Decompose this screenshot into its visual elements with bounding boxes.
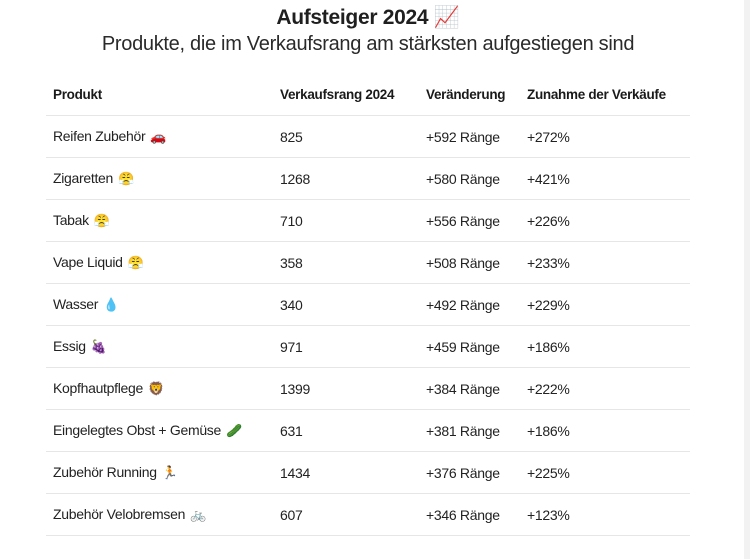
increase-cell: +229% (527, 296, 570, 313)
product-name: Kopfhautpflege (53, 380, 143, 396)
product-name: Tabak (53, 212, 89, 228)
table-row: Wasser 💧 340 +492 Ränge +229% (46, 284, 690, 326)
increase-cell: +225% (527, 464, 570, 481)
change-cell: +346 Ränge (426, 506, 500, 523)
product-cell: Eingelegtes Obst + Gemüse 🥒 (46, 422, 274, 439)
product-cell: Tabak 😤 (46, 212, 274, 229)
increase-cell: +222% (527, 380, 570, 397)
ranking-table: Produkt Verkaufsrang 2024 Veränderung Zu… (46, 73, 690, 536)
rank-cell: 340 (280, 296, 303, 313)
product-name: Zubehör Running (53, 464, 157, 480)
table-row: Zubehör Velobremsen 🚲 607 +346 Ränge +123% (46, 494, 690, 536)
page-title: Aufsteiger 2024 📈 (0, 6, 736, 30)
product-cell: Essig 🍇 (46, 338, 274, 355)
change-cell: +492 Ränge (426, 296, 500, 313)
table-row: Kopfhautpflege 🦁 1399 +384 Ränge +222% (46, 368, 690, 410)
header-increase: Zunahme der Verkäufe (527, 86, 666, 102)
product-emoji-icon: 😤 (93, 213, 110, 228)
rank-cell: 971 (280, 338, 303, 355)
product-cell: Wasser 💧 (46, 296, 274, 313)
product-emoji-icon: 🚲 (190, 507, 206, 522)
change-cell: +592 Ränge (426, 128, 500, 145)
change-cell: +384 Ränge (426, 380, 500, 397)
header-product: Produkt (53, 86, 102, 102)
change-cell: +580 Ränge (426, 170, 500, 187)
product-emoji-icon: 🍇 (90, 339, 107, 354)
change-cell: +556 Ränge (426, 212, 500, 229)
increase-cell: +272% (527, 128, 570, 145)
rank-cell: 631 (280, 422, 303, 439)
product-cell: Zigaretten 😤 (46, 170, 274, 187)
product-emoji-icon: 🏃 (161, 465, 178, 480)
table-row: Zubehör Running 🏃 1434 +376 Ränge +225% (46, 452, 690, 494)
change-cell: +459 Ränge (426, 338, 500, 355)
product-emoji-icon: 😤 (118, 171, 134, 186)
table-body: Reifen Zubehör 🚗 825 +592 Ränge +272% Zigaret… (46, 116, 690, 536)
rank-cell: 607 (280, 506, 303, 523)
table-header-row: Produkt Verkaufsrang 2024 Veränderung Zu… (46, 73, 690, 116)
change-cell: +508 Ränge (426, 254, 500, 271)
product-name: Reifen Zubehör (53, 128, 146, 144)
product-emoji-icon: 🦁 (148, 381, 164, 396)
table-row: Reifen Zubehör 🚗 825 +592 Ränge +272% (46, 116, 690, 158)
rank-cell: 825 (280, 128, 303, 145)
rank-cell: 358 (280, 254, 303, 271)
increase-cell: +233% (527, 254, 570, 271)
change-cell: +376 Ränge (426, 464, 500, 481)
title-text: Aufsteiger 2024 (276, 6, 429, 29)
product-name: Wasser (53, 296, 99, 312)
product-cell: Kopfhautpflege 🦁 (46, 380, 274, 397)
increase-cell: +186% (527, 422, 570, 439)
product-cell: Zubehör Running 🏃 (46, 464, 274, 481)
product-emoji-icon: 💧 (103, 297, 120, 312)
table-row: Eingelegtes Obst + Gemüse 🥒 631 +381 Ränge +… (46, 410, 690, 452)
table-row: Essig 🍇 971 +459 Ränge +186% (46, 326, 690, 368)
rank-cell: 1434 (280, 464, 310, 481)
page-subtitle: Produkte, die im Verkaufsrang am stärkst… (101, 33, 635, 55)
product-name: Eingelegtes Obst + Gemüse (53, 422, 221, 438)
product-name: Vape Liquid (53, 254, 123, 270)
page-edge (744, 0, 750, 559)
table-row: Tabak 😤 710 +556 Ränge +226% (46, 200, 690, 242)
rank-cell: 710 (280, 212, 303, 229)
header-rank: Verkaufsrang 2024 (280, 86, 395, 102)
increase-cell: +421% (527, 170, 570, 187)
rank-cell: 1399 (280, 380, 310, 397)
change-cell: +381 Ränge (426, 422, 500, 439)
product-name: Zigaretten (53, 170, 114, 186)
header-change: Veränderung (426, 86, 506, 102)
product-cell: Reifen Zubehör 🚗 (46, 128, 274, 145)
product-emoji-icon: 😤 (127, 255, 144, 270)
increase-cell: +226% (527, 212, 570, 229)
rank-cell: 1268 (280, 170, 310, 187)
product-name: Essig (53, 338, 86, 354)
table-row: Vape Liquid 😤 358 +508 Ränge +233% (46, 242, 690, 284)
product-cell: Vape Liquid 😤 (46, 254, 274, 271)
product-name: Zubehör Velobremsen (53, 506, 186, 522)
product-emoji-icon: 🚗 (150, 129, 167, 144)
increase-cell: +123% (527, 506, 570, 523)
chart-increasing-icon: 📈 (433, 6, 460, 29)
product-emoji-icon: 🥒 (226, 423, 242, 438)
table-row: Zigaretten 😤 1268 +580 Ränge +421% (46, 158, 690, 200)
product-cell: Zubehör Velobremsen 🚲 (46, 506, 274, 523)
increase-cell: +186% (527, 338, 570, 355)
